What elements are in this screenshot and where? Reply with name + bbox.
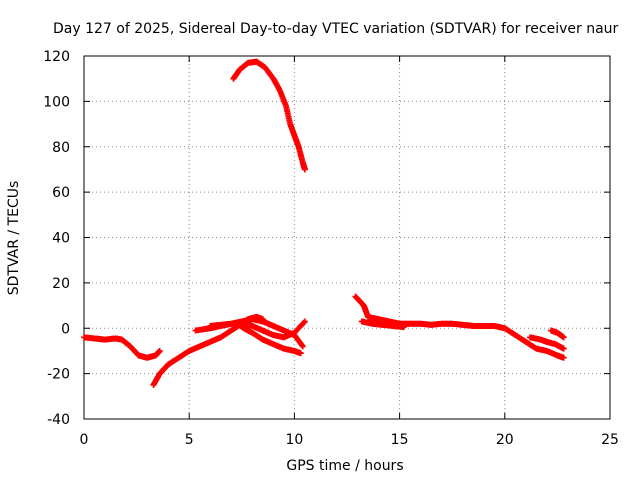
data-point	[560, 345, 567, 352]
y-tick-label: 120	[43, 49, 70, 65]
x-tick-label: 15	[391, 432, 409, 448]
y-axis: -40 -20 0 20 40 60 80 100 120	[43, 49, 610, 428]
series-arc-6	[230, 58, 308, 173]
x-axis-label: GPS time / hours	[286, 458, 403, 474]
data-point	[300, 319, 307, 326]
data-point	[299, 343, 306, 350]
data-point	[298, 342, 305, 349]
series-arc-1	[81, 334, 163, 361]
y-tick-label: 40	[52, 231, 70, 247]
series-arc-9	[527, 334, 567, 352]
y-axis-label: SDTVAR / TECUs	[6, 181, 22, 296]
data-point	[400, 324, 407, 331]
data-point	[301, 318, 308, 325]
x-tick-label: 20	[496, 432, 514, 448]
plot-frame	[83, 55, 611, 420]
data-point	[560, 334, 567, 341]
data-points	[81, 58, 567, 388]
y-tick-label: 80	[52, 140, 70, 156]
x-axis: 0 5 10 15 20 25	[80, 56, 619, 448]
x-tick-label: 25	[601, 432, 619, 448]
y-tick-label: 60	[52, 185, 70, 201]
series-arc-7	[352, 293, 567, 361]
y-tick-label: -40	[47, 412, 70, 428]
x-tick-label: 10	[285, 432, 303, 448]
series-arc-5	[234, 320, 304, 357]
grid	[84, 56, 610, 419]
y-tick-label: -20	[47, 367, 70, 383]
data-point	[297, 350, 304, 357]
y-tick-label: 0	[61, 321, 70, 337]
data-point	[560, 354, 567, 361]
series-arc-10	[548, 327, 567, 341]
series-arc-8	[358, 318, 407, 331]
x-tick-label: 0	[80, 432, 89, 448]
y-tick-label: 20	[52, 276, 70, 292]
data-point	[156, 347, 163, 354]
x-tick-label: 5	[185, 432, 194, 448]
data-point	[301, 166, 308, 173]
chart-title: Day 127 of 2025, Sidereal Day-to-day VTE…	[53, 21, 619, 37]
y-tick-label: 100	[43, 94, 70, 110]
